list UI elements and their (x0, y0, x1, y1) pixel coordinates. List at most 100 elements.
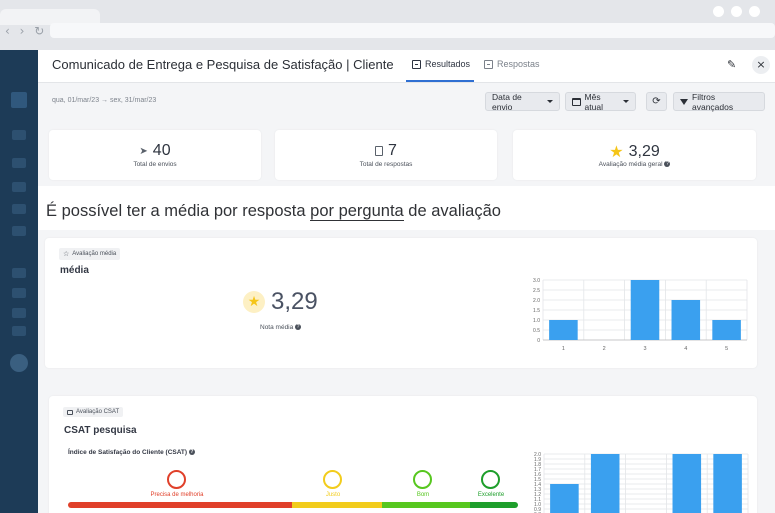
overall-average-label: Avaliação média geral (598, 161, 663, 168)
frown-face-icon (167, 470, 186, 489)
sidebar-item-icon[interactable] (12, 268, 26, 278)
y-tick-label: 1.8 (534, 462, 541, 468)
refresh-button[interactable]: ⟳ (646, 92, 667, 111)
sidebar-item-icon[interactable] (12, 288, 26, 298)
average-badge: ☆ Avaliação média (59, 248, 121, 260)
pin-icon[interactable]: ✎ (727, 58, 737, 71)
chart-bar (549, 320, 578, 340)
window-control-icon[interactable] (731, 6, 742, 17)
average-score-caption: Nota média ? (260, 324, 302, 331)
y-tick-label: 1.5 (534, 477, 541, 483)
window-control-icon[interactable] (713, 6, 724, 17)
sidebar-item-icon[interactable] (12, 226, 26, 236)
csat-distribution-chart: 2.01.91.81.71.61.51.41.31.21.11.00.90.8 (534, 452, 749, 513)
y-tick-label: 1.5 (533, 308, 540, 314)
y-tick-label: 1.4 (534, 482, 541, 488)
list-icon (484, 59, 493, 69)
send-date-dropdown[interactable]: Data de envio (485, 91, 560, 112)
badge-label: Avaliação média (72, 251, 117, 257)
tab-resultados[interactable]: Resultados (412, 59, 470, 69)
chevron-down-icon (547, 100, 553, 103)
average-card-title: média (60, 265, 89, 276)
address-bar[interactable] (50, 23, 775, 38)
help-icon[interactable]: ? (664, 161, 671, 168)
stat-label: Avaliação média geral ? (513, 161, 756, 168)
survey-results-modal: Comunicado de Entrega e Pesquisa de Sati… (38, 50, 775, 513)
overlay-caption: É possível ter a média por resposta por … (46, 200, 501, 224)
help-icon[interactable]: ? (188, 449, 195, 456)
y-tick-label: 1.0 (534, 502, 541, 508)
x-tick-label: 2 (603, 346, 606, 352)
badge-label: Avaliação CSAT (76, 409, 120, 415)
sidebar-item-icon[interactable] (12, 308, 26, 318)
chevron-down-icon (623, 100, 629, 103)
user-avatar-icon[interactable] (10, 354, 28, 372)
y-tick-label: 3.0 (533, 278, 540, 284)
stat-label: Total de respostas (359, 161, 413, 168)
tab-respostas[interactable]: Respostas (484, 59, 540, 69)
grin-face-icon (481, 470, 500, 489)
caption-highlight: por pergunta (310, 202, 404, 221)
chart-bar (550, 484, 579, 513)
modal-header: Comunicado de Entrega e Pesquisa de Sati… (38, 50, 775, 83)
csat-card: Avaliação CSAT CSAT pesquisa Índice de S… (49, 396, 757, 513)
y-tick-label: 1.1 (534, 497, 541, 503)
csat-level-label: Precisa de melhoria (150, 492, 204, 498)
score-label-text: Nota média (260, 324, 294, 331)
y-tick-label: 1.2 (534, 492, 541, 498)
x-tick-label: 5 (725, 346, 728, 352)
sidebar-item-icon[interactable] (12, 204, 26, 214)
browser-tab[interactable] (0, 9, 100, 25)
csat-level-label: Bom (416, 492, 430, 498)
stat-card-sends: ➤ 40 Total de envios (49, 130, 261, 180)
csat-level-label: Excelente (477, 492, 505, 498)
stat-value: 7 (275, 142, 497, 160)
stat-value: ➤ 40 (49, 142, 261, 160)
stat-label: Total de envios (133, 161, 177, 168)
scale-segment (292, 502, 382, 508)
rating-distribution-chart: 0 0.5 1.0 1.5 2.0 2.5 3.0 1 2 3 4 5 (533, 278, 748, 352)
csat-card-title: CSAT pesquisa (64, 425, 137, 436)
browser-nav-icons[interactable]: ‹ › ↻ (5, 24, 48, 38)
tab-label: Resultados (425, 59, 471, 69)
neutral-face-icon (323, 470, 342, 489)
scale-segment (382, 502, 470, 508)
x-tick-label: 1 (562, 346, 565, 352)
sidebar-item-icon[interactable] (12, 326, 26, 336)
chart-bar (713, 454, 742, 513)
caption-text: É possível ter a média por resposta (46, 202, 311, 220)
stat-card-responses: 7 Total de respostas (275, 130, 497, 180)
star-icon: ★ (243, 291, 265, 313)
app-sidebar (0, 50, 38, 513)
chart-bar (630, 280, 660, 340)
month-dropdown[interactable]: Mês atual (565, 92, 636, 112)
y-tick-label: 1.6 (534, 472, 541, 478)
send-icon: ➤ (139, 145, 148, 157)
csat-badge: Avaliação CSAT (63, 407, 124, 417)
total-sends-value: 40 (152, 142, 171, 159)
filter-icon (680, 98, 688, 105)
x-tick-label: 3 (643, 346, 646, 352)
smile-face-icon (413, 470, 432, 489)
y-tick-label: 1.7 (534, 467, 541, 473)
sidebar-item-icon[interactable] (12, 158, 26, 168)
scale-segment (470, 502, 518, 508)
date-range-label: qua, 01/mar/23 → sex, 31/mar/23 (52, 97, 157, 104)
calendar-icon (572, 97, 581, 106)
sidebar-item-icon[interactable] (12, 182, 26, 192)
help-icon[interactable]: ? (295, 324, 302, 331)
sidebar-item-icon[interactable] (11, 92, 27, 108)
y-tick-label: 2.0 (533, 298, 540, 304)
y-tick-label: 2.5 (533, 288, 540, 294)
stat-card-average: ★ 3,29 Avaliação média geral ? (513, 130, 756, 180)
advanced-filters-button[interactable]: Filtros avançados (673, 92, 765, 112)
document-icon (375, 146, 384, 156)
sidebar-item-icon[interactable] (12, 130, 26, 140)
close-button[interactable]: × (752, 56, 770, 74)
send-date-label: Data de envio (492, 91, 522, 112)
window-control-icon[interactable] (749, 6, 760, 17)
y-tick-label: 0.9 (534, 507, 541, 513)
star-icon: ★ (609, 142, 624, 161)
y-tick-label: 1.9 (534, 457, 541, 463)
average-score: ★ 3,29 (243, 288, 318, 316)
